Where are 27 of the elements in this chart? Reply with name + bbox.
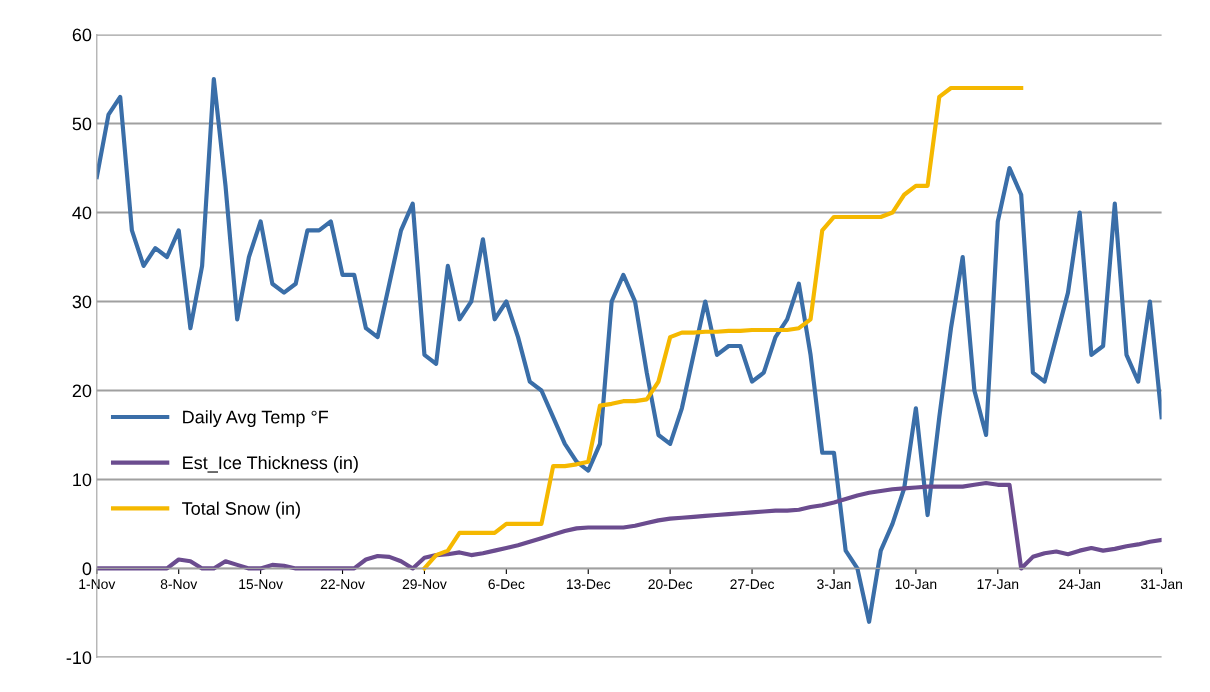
y-tick-label: -10 xyxy=(66,651,92,665)
line-series xyxy=(422,85,1024,571)
x-tick-label: 10-Jan xyxy=(895,579,937,590)
y-tick-label: 30 xyxy=(72,295,92,309)
legend-label: Daily Avg Temp °F xyxy=(183,410,328,428)
legend-label: Total Snow (in) xyxy=(182,501,300,519)
x-tick-label: 27-Dec xyxy=(730,579,775,590)
x-tick-label: 3-Jan xyxy=(817,579,851,590)
y-tick-label: 10 xyxy=(73,473,92,487)
x-tick-label: 24-Jan xyxy=(1059,579,1101,590)
x-tick-label: 6-Dec xyxy=(488,579,525,590)
y-tick-label: 50 xyxy=(72,117,92,131)
x-tick-label: 1-Nov xyxy=(79,579,116,590)
y-tick-label: 0 xyxy=(82,562,92,576)
y-tick-label: 20 xyxy=(72,384,92,398)
x-tick-label: 22-Nov xyxy=(320,579,365,590)
x-tick-label: 20-Dec xyxy=(648,579,693,590)
y-tick-label: 60 xyxy=(72,28,92,42)
x-tick-label: 13-Dec xyxy=(566,579,611,590)
x-tick-label: 31-Jan xyxy=(1140,579,1182,590)
x-tick-label: 17-Jan xyxy=(977,579,1019,590)
x-tick-label: 29-Nov xyxy=(402,579,447,590)
x-tick-label: 8-Nov xyxy=(160,579,198,590)
legend-label: Est_Ice Thickness (in) xyxy=(183,455,358,473)
x-tick-label: 15-Nov xyxy=(239,579,283,590)
y-tick-label: 40 xyxy=(72,206,92,220)
line-series xyxy=(96,480,1162,571)
